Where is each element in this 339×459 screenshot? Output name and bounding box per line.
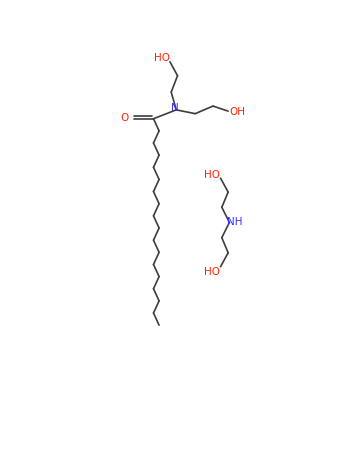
Text: O: O xyxy=(121,113,129,123)
Text: HO: HO xyxy=(204,267,220,277)
Text: HO: HO xyxy=(154,53,170,63)
Text: NH: NH xyxy=(227,217,243,227)
Text: OH: OH xyxy=(230,107,246,117)
Text: N: N xyxy=(171,103,179,113)
Text: HO: HO xyxy=(204,169,220,179)
